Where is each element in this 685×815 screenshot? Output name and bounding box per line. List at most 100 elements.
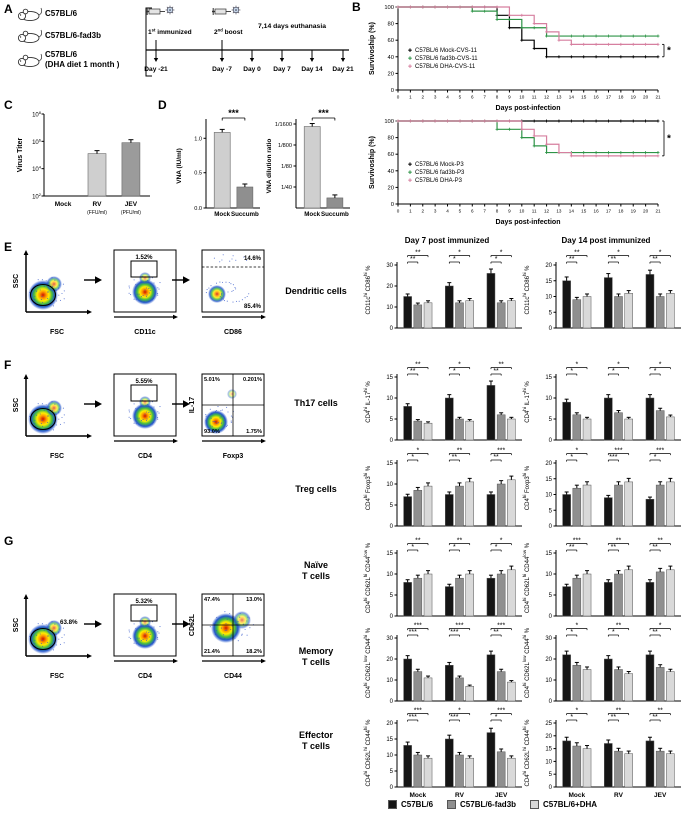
svg-text:15: 15 [545, 477, 552, 483]
svg-text:*: * [617, 362, 620, 369]
row-label-memory: Memory T cells [298, 646, 334, 668]
svg-text:**: ** [457, 448, 463, 455]
svg-text:0.5: 0.5 [194, 171, 202, 177]
svg-text:18: 18 [618, 95, 624, 100]
y-axis-label: CD4hi IL-17hi % [522, 381, 531, 423]
svg-text:**: ** [611, 544, 617, 551]
svg-text:1/1600: 1/1600 [275, 122, 292, 128]
svg-text:*: * [500, 538, 503, 545]
svg-text:**: ** [569, 544, 575, 551]
svg-text:Days post-infection: Days post-infection [496, 219, 561, 226]
flow-arrow-icon [172, 619, 190, 629]
y-axis-label: CD4hi CD62Llow CD44hi % [522, 627, 531, 699]
svg-text:**: ** [574, 250, 580, 257]
svg-text:C57BL/6 DHA-CVS-11: C57BL/6 DHA-CVS-11 [415, 64, 476, 70]
day7-title: Day 7 post immunized [404, 236, 490, 245]
svg-text:*: * [453, 544, 456, 551]
svg-text:*: * [659, 250, 662, 257]
svg-text:Mock: Mock [410, 792, 427, 799]
mouse-group-2: C57BL/6-fad3b [16, 28, 101, 44]
bar-plot: 0 5 10 15 20 25 Mock * * RV ** ** JEV ** ** [535, 706, 685, 800]
svg-text:15: 15 [386, 461, 393, 467]
svg-text:18.2%: 18.2% [246, 649, 262, 655]
svg-text:5.32%: 5.32% [135, 599, 153, 605]
svg-text:Day 14: Day 14 [301, 66, 323, 73]
legend-label: C57BL/6 [401, 800, 434, 809]
svg-text:**: ** [616, 538, 622, 545]
svg-text:5.55%: 5.55% [135, 379, 153, 385]
svg-text:1: 1 [409, 95, 412, 100]
svg-text:5: 5 [549, 508, 553, 514]
svg-text:5.01%: 5.01% [204, 377, 220, 383]
chart-memory-day7: CD4hi CD62Llow CD44hi % 0 10 20 30 *** *** ***… [362, 621, 526, 705]
svg-text:21.4%: 21.4% [204, 649, 220, 655]
svg-text:*: * [659, 623, 662, 630]
svg-text:10: 10 [386, 482, 393, 488]
svg-text:Day 7: Day 7 [273, 66, 291, 73]
svg-text:93.0%: 93.0% [204, 429, 220, 435]
y-axis-label: CD4hi CD62Llow CD44hi % [363, 627, 372, 699]
svg-text:5: 5 [549, 772, 553, 778]
flow-ssc-fsc-f: FSC SSC [12, 372, 96, 460]
svg-text:20: 20 [545, 657, 552, 663]
legend-item-dha: C57BL/6+DHA [530, 800, 597, 809]
svg-text:13: 13 [556, 95, 562, 100]
svg-text:0.201%: 0.201% [243, 377, 262, 383]
svg-text:100: 100 [384, 5, 394, 11]
row-label-effector: Effector T cells [298, 730, 333, 752]
svg-text:20: 20 [545, 734, 552, 740]
svg-text:**: ** [493, 368, 499, 375]
immunization-timeline: Day -21 Day -7 Day 0 Day 7 Day 14 Day 21 1st i… [140, 0, 356, 94]
svg-text:5: 5 [549, 593, 553, 599]
svg-text:20: 20 [643, 209, 649, 214]
svg-text:CD11c: CD11c [134, 329, 156, 336]
svg-text:*: * [453, 368, 456, 375]
svg-text:13.0%: 13.0% [246, 597, 262, 603]
svg-text:15: 15 [545, 279, 552, 285]
svg-text:***: *** [450, 629, 458, 636]
svg-text:Day -7: Day -7 [212, 66, 232, 73]
svg-text:CD4: CD4 [138, 453, 152, 460]
svg-text:**: ** [616, 623, 622, 630]
svg-text:10: 10 [519, 209, 525, 214]
svg-text:*: * [659, 362, 662, 369]
legend-item-wt: C57BL/6 [388, 800, 433, 809]
svg-text:8: 8 [496, 95, 499, 100]
svg-text:11: 11 [532, 95, 537, 100]
svg-text:2: 2 [421, 95, 424, 100]
svg-text:JEV: JEV [125, 201, 138, 208]
svg-text:5: 5 [390, 593, 394, 599]
panel-label-f: F [4, 358, 12, 372]
svg-text:21: 21 [655, 209, 661, 214]
svg-text:100: 100 [384, 119, 394, 125]
mouse-icon [17, 29, 42, 44]
svg-text:5: 5 [459, 209, 462, 214]
svg-text:15: 15 [581, 209, 587, 214]
svg-text:**: ** [498, 362, 504, 369]
svg-text:20: 20 [388, 185, 394, 191]
flow-ssc-fsc-e: FSC SSC [12, 248, 96, 336]
svg-text:19: 19 [631, 209, 637, 214]
svg-text:106: 106 [32, 137, 42, 146]
svg-text:C57BL/6 fad3b-CVS-11: C57BL/6 fad3b-CVS-11 [415, 56, 478, 62]
svg-text:11: 11 [532, 209, 537, 214]
svg-text:80: 80 [388, 136, 394, 142]
svg-text:20: 20 [388, 71, 394, 77]
svg-text:21: 21 [655, 95, 661, 100]
svg-text:2: 2 [421, 209, 424, 214]
svg-text:Days post-infection: Days post-infection [496, 105, 561, 112]
svg-text:3: 3 [434, 209, 437, 214]
svg-text:**: ** [657, 538, 663, 545]
svg-text:30: 30 [545, 636, 552, 642]
svg-text:*: * [495, 714, 498, 721]
svg-text:19: 19 [631, 95, 637, 100]
svg-text:**: ** [452, 454, 458, 461]
svg-text:9: 9 [508, 209, 511, 214]
svg-text:1/80: 1/80 [281, 164, 292, 170]
virus-titer-chart: 102 104 106 108 Mock RV (FFU/ml) JEV (PFU/ml) Vir… [14, 106, 156, 222]
svg-text:JEV: JEV [654, 792, 667, 799]
chart-th17-day14: CD4hi IL-17hi % 0 5 10 15 * * * * * * [521, 360, 685, 444]
svg-text:**: ** [415, 538, 421, 545]
svg-text:0: 0 [549, 785, 553, 791]
svg-text:***: *** [656, 448, 664, 455]
